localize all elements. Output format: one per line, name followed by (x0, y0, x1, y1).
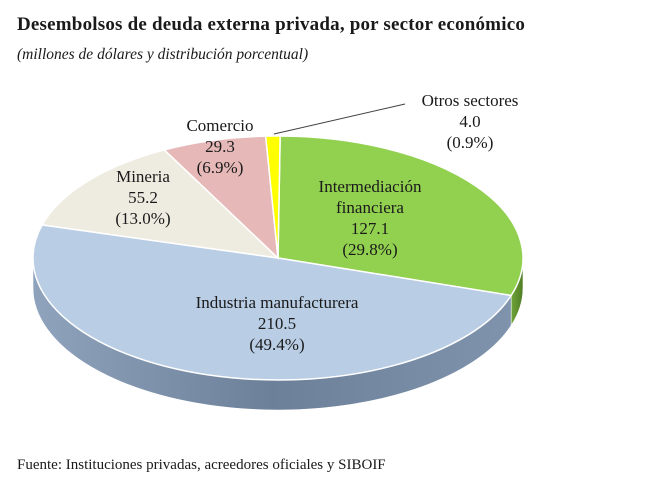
data-label-intermediación-financiera-name-1: financiera (336, 198, 404, 217)
pie-slice-comercio (162, 135, 279, 260)
data-label-intermediación-financiera-value: 127.1 (351, 219, 389, 238)
chart-title: Desembolsos de deuda externa privada, po… (17, 14, 526, 35)
data-label-mineria-value: 55.2 (128, 188, 158, 207)
pie-label-layer: Intermediación financiera 127.1 (29.8%) Indu… (115, 91, 518, 354)
pie-slice-layer (32, 135, 524, 381)
data-label-comercio-percent: (6.9%) (197, 158, 244, 177)
data-label-industria-manufacturera-percent: (49.4%) (249, 335, 304, 354)
pie-chart: Intermediación financiera 127.1 (29.8%) Indu… (32, 91, 524, 411)
pie-slice-otros-sectores (264, 135, 281, 259)
data-label-comercio-value: 29.3 (205, 137, 235, 156)
pie-slice-intermediación-financiera (277, 135, 524, 297)
data-label-intermediación-financiera-percent: (29.8%) (342, 240, 397, 259)
data-label-industria-manufacturera-name-0: Industria manufacturera (196, 293, 359, 312)
data-label-mineria-percent: (13.0%) (115, 209, 170, 228)
pie-slice-mineria (40, 149, 281, 260)
pie-slice-industria-manufacturera (32, 224, 513, 381)
data-label-industria-manufacturera-value: 210.5 (258, 314, 296, 333)
data-label-otros-sectores-value: 4.0 (459, 112, 480, 131)
source-note: Fuente: Instituciones privadas, acreedor… (17, 457, 386, 473)
data-label-mineria-name-0: Mineria (116, 167, 170, 186)
data-label-comercio-name-0: Comercio (186, 116, 253, 135)
chart-subtitle: (millones de dólares y distribución porc… (17, 46, 309, 63)
data-label-intermediación-financiera-name-0: Intermediación (319, 177, 422, 196)
leader-line-otros-sectores (273, 103, 406, 135)
data-label-otros-sectores-percent: (0.9%) (447, 133, 494, 152)
data-label-otros-sectores-name-0: Otros sectores (422, 91, 519, 110)
